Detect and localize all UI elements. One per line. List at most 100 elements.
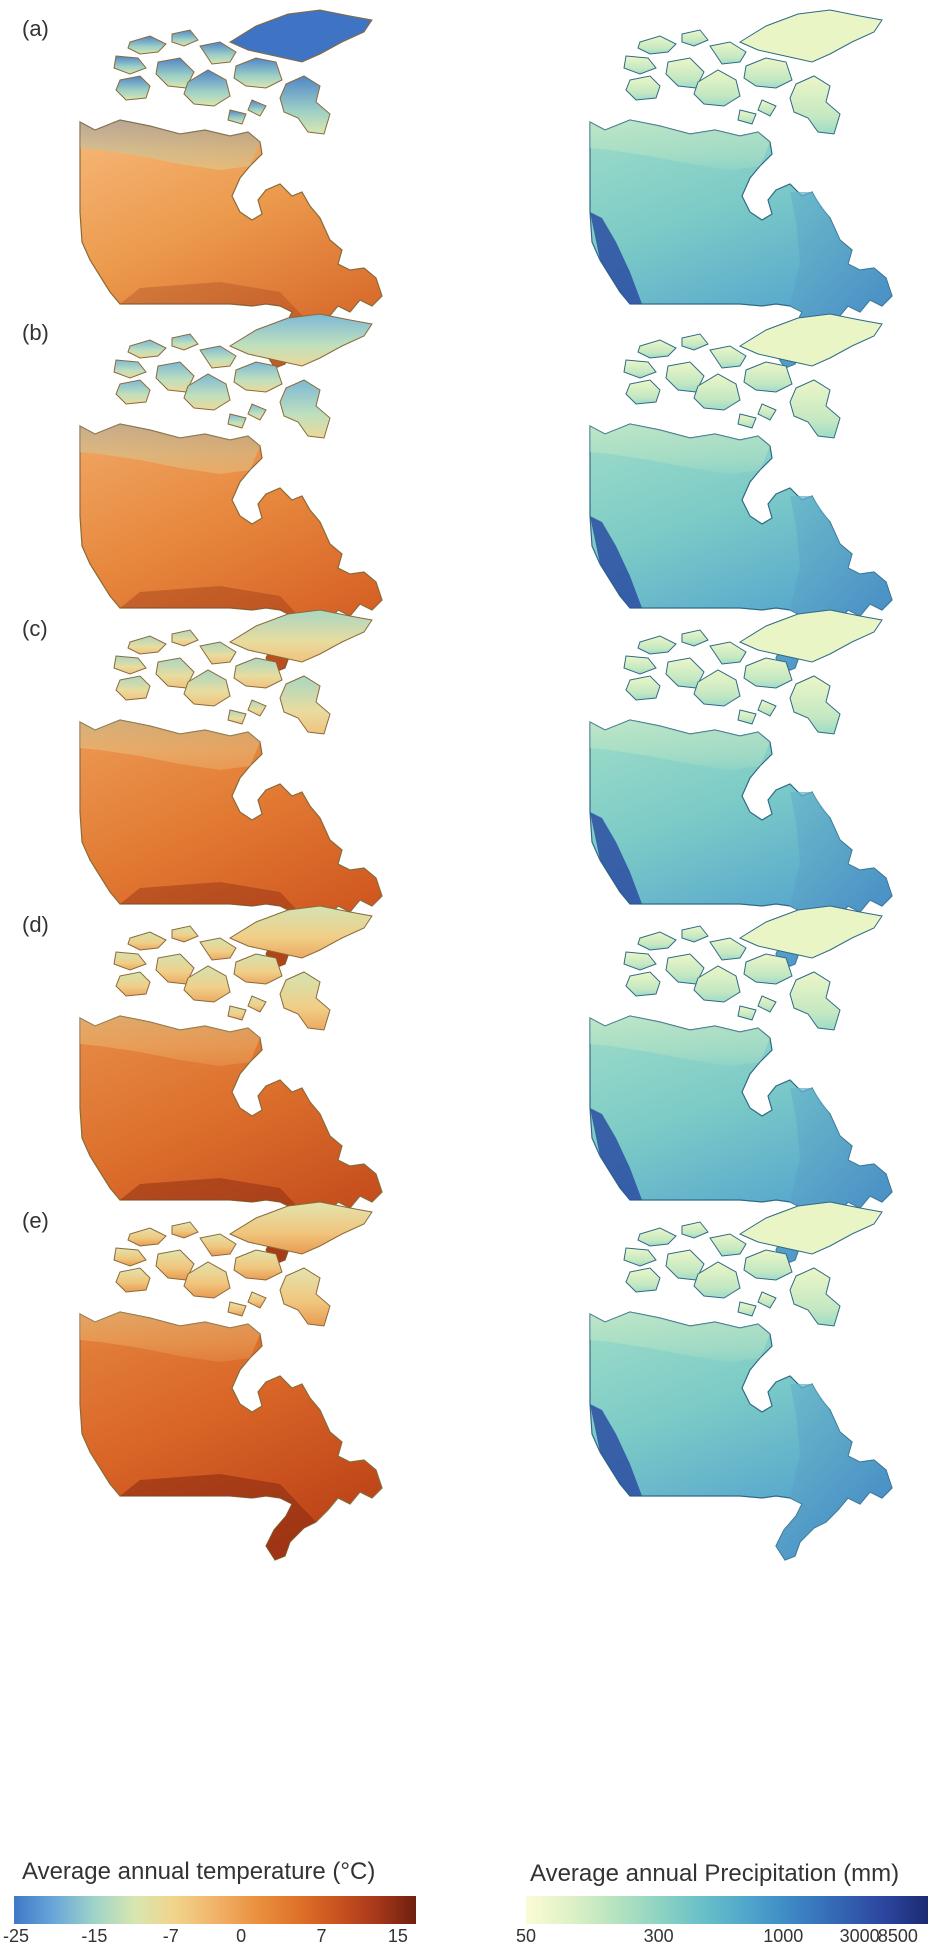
- panel-label: (b): [22, 320, 49, 345]
- arctic-island: [115, 675, 151, 701]
- temperature-tick: -15: [81, 1926, 108, 1946]
- arctic-island: [113, 55, 147, 75]
- coastal-band: [80, 120, 260, 170]
- arctic-island: [737, 1005, 757, 1021]
- arctic-island: [681, 629, 709, 647]
- temperature-map: [70, 592, 420, 987]
- arctic-island: [709, 41, 747, 65]
- ellesmere-island: [738, 905, 883, 959]
- precipitation-legend-title: Average annual Precipitation (mm): [530, 1860, 900, 1887]
- arctic-island: [623, 359, 657, 379]
- arctic-island: [127, 339, 167, 359]
- atlantic-region: [776, 1384, 892, 1560]
- arctic-island: [183, 1261, 231, 1299]
- arctic-island: [199, 41, 237, 65]
- panel-label: (d): [22, 912, 49, 937]
- arctic-island: [737, 1301, 757, 1317]
- arctic-island: [637, 1227, 677, 1247]
- arctic-island: [233, 57, 283, 89]
- coastal-band: [590, 424, 770, 474]
- arctic-island: [637, 35, 677, 55]
- arctic-island: [757, 403, 777, 421]
- arctic-island: [623, 655, 657, 675]
- arctic-island: [709, 937, 747, 961]
- arctic-island: [709, 345, 747, 369]
- temperature-tick: 0: [236, 1926, 247, 1946]
- precipitation-tick: 300: [643, 1926, 674, 1946]
- arctic-island: [233, 953, 283, 985]
- precipitation-tick: 3000: [839, 1926, 880, 1946]
- arctic-island: [625, 675, 661, 701]
- southern-region: [120, 882, 316, 968]
- arctic-island: [623, 1247, 657, 1267]
- arctic-island: [709, 1233, 747, 1257]
- arctic-island: [279, 379, 331, 439]
- ellesmere-island: [738, 1201, 883, 1255]
- arctic-island: [681, 1221, 709, 1239]
- ellesmere-island: [228, 9, 373, 63]
- arctic-island: [693, 69, 741, 107]
- arctic-island: [113, 359, 147, 379]
- arctic-island: [227, 1005, 247, 1021]
- temperature-mainland: [79, 423, 383, 673]
- arctic-island: [247, 99, 267, 117]
- temperature-map: [70, 0, 420, 387]
- temperature-map: [70, 296, 420, 691]
- arctic-island: [681, 29, 709, 47]
- arctic-island: [247, 403, 267, 421]
- arctic-island: [279, 675, 331, 735]
- arctic-island: [115, 75, 151, 101]
- southern-region: [120, 1178, 316, 1264]
- ellesmere-island: [228, 1201, 373, 1255]
- arctic-island: [757, 995, 777, 1013]
- coastal-band: [590, 120, 770, 170]
- arctic-island: [227, 1301, 247, 1317]
- temperature-tick: -7: [162, 1926, 179, 1946]
- precipitation-tick: 1000: [763, 1926, 804, 1946]
- arctic-island: [637, 339, 677, 359]
- ellesmere-island: [228, 905, 373, 959]
- temperature-tick: 15: [387, 1926, 408, 1946]
- pacific-coast: [590, 812, 642, 904]
- temperature-tick: -25: [2, 1926, 30, 1946]
- arctic-island: [623, 951, 657, 971]
- precipitation-tick: 50: [515, 1926, 537, 1946]
- temperature-map: [70, 1184, 420, 1579]
- arctic-island: [757, 1291, 777, 1309]
- ellesmere-island: [738, 9, 883, 63]
- arctic-island: [757, 699, 777, 717]
- arctic-island: [199, 345, 237, 369]
- temperature-mainland: [79, 719, 383, 969]
- ellesmere-island: [228, 609, 373, 663]
- arctic-island: [637, 635, 677, 655]
- arctic-island: [171, 29, 199, 47]
- arctic-island: [743, 57, 793, 89]
- arctic-island: [183, 965, 231, 1003]
- arctic-island: [113, 1247, 147, 1267]
- southern-region: [120, 586, 316, 672]
- precipitation-tick: 8500: [877, 1926, 918, 1946]
- arctic-island: [279, 1267, 331, 1327]
- arctic-island: [625, 1267, 661, 1293]
- coastal-band: [80, 720, 260, 770]
- coastal-band: [590, 1016, 770, 1066]
- southern-region: [120, 282, 316, 368]
- ellesmere-island: [738, 609, 883, 663]
- arctic-island: [183, 69, 231, 107]
- arctic-island: [227, 709, 247, 725]
- arctic-island: [623, 55, 657, 75]
- arctic-island: [737, 109, 757, 125]
- precipitation-map: [580, 296, 930, 691]
- arctic-island: [113, 655, 147, 675]
- arctic-island: [183, 669, 231, 707]
- arctic-island: [199, 1233, 237, 1257]
- temperature-tick: 7: [316, 1926, 327, 1946]
- coastal-band: [590, 720, 770, 770]
- arctic-island: [709, 641, 747, 665]
- arctic-island: [113, 951, 147, 971]
- arctic-island: [233, 657, 283, 689]
- arctic-island: [625, 75, 661, 101]
- arctic-island: [693, 669, 741, 707]
- arctic-island: [743, 361, 793, 393]
- arctic-island: [789, 379, 841, 439]
